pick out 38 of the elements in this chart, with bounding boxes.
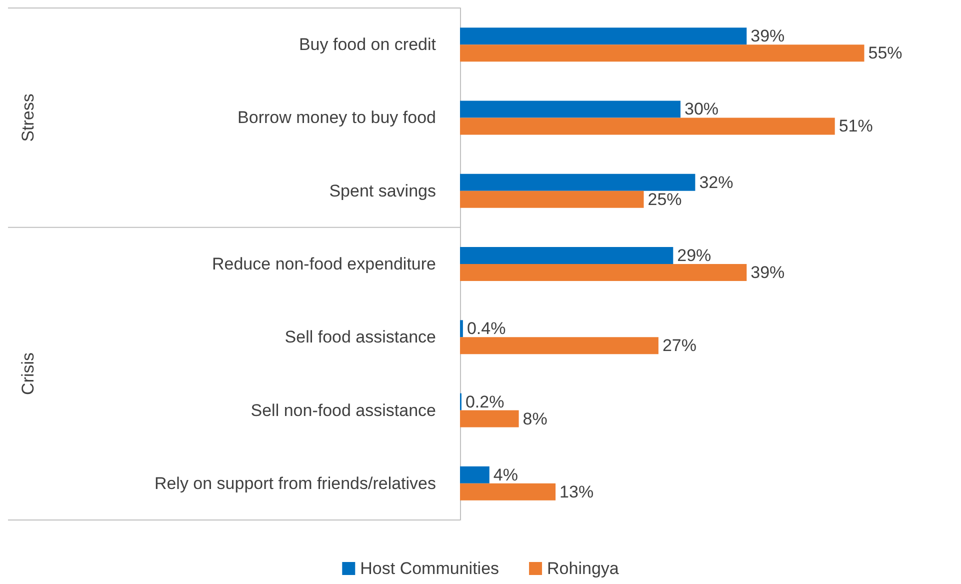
y-tick-label: Reduce non-food expenditure (212, 254, 436, 274)
bar (460, 174, 696, 191)
bar (460, 410, 519, 428)
y-tick-label: Rely on support from friends/relatives (154, 474, 436, 493)
bar (460, 466, 490, 484)
y-tick-label: Sell food assistance (284, 328, 436, 347)
data-label: 4% (493, 465, 518, 484)
text: Crisis (18, 352, 38, 395)
text: Stress (18, 94, 38, 142)
legend-label: Rohingya (547, 559, 620, 578)
data-label: 51% (838, 116, 873, 136)
bar (460, 44, 864, 62)
legend-label: Host Communities (360, 559, 500, 578)
data-label: 39% (750, 26, 785, 46)
data-label: 0.2% (465, 392, 504, 412)
y-tick-label: Sell non-food assistance (250, 400, 436, 420)
data-label: 0.4% (466, 319, 506, 338)
y-tick-label: Borrow money to buy food (238, 108, 436, 128)
data-label: 30% (684, 100, 719, 119)
data-label: 39% (750, 263, 785, 282)
bar (460, 264, 747, 281)
data-label: 55% (868, 44, 902, 63)
y-tick-label: Spent savings (329, 181, 436, 200)
bar (460, 118, 835, 135)
bar (460, 247, 674, 264)
data-label: 29% (677, 246, 712, 265)
data-label: 8% (522, 409, 548, 428)
y-tick-label: Buy food on credit (298, 35, 436, 54)
bar (460, 28, 747, 45)
bar (460, 320, 463, 338)
bar (460, 337, 658, 354)
data-label: 25% (648, 190, 682, 209)
bar (460, 190, 644, 208)
bar (460, 100, 680, 118)
data-label: 27% (662, 336, 696, 356)
bar (460, 483, 556, 500)
data-label: 32% (699, 172, 734, 192)
data-label: 13% (560, 482, 594, 502)
